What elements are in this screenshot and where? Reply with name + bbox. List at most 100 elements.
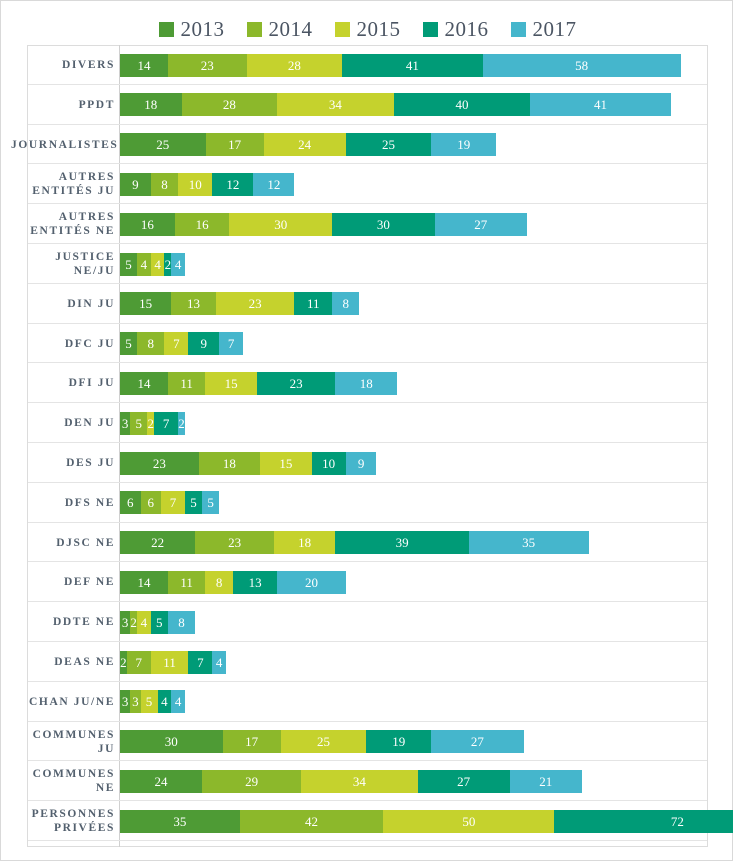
bar-segment-2013[interactable]: 14 — [120, 371, 168, 395]
bar-segment-2015[interactable]: 15 — [205, 371, 257, 395]
bar-segment-2015[interactable]: 18 — [273, 531, 336, 555]
bar-segment-2015[interactable]: 25 — [280, 730, 367, 754]
bar-segment-2015[interactable]: 11 — [150, 650, 189, 674]
bar-segment-2013[interactable]: 3 — [120, 690, 131, 714]
bar-segment-2013[interactable]: 3 — [120, 411, 131, 435]
bar-segment-2015[interactable]: 24 — [263, 133, 346, 157]
bar-segment-2014[interactable]: 3 — [130, 690, 141, 714]
bar-segment-2013[interactable]: 24 — [120, 769, 203, 793]
bar-segment-2015[interactable]: 34 — [277, 93, 394, 117]
bar-segment-2017[interactable]: 27 — [431, 730, 524, 754]
bar-segment-2014[interactable]: 23 — [195, 531, 274, 555]
bar-segment-2013[interactable]: 15 — [120, 292, 172, 316]
bar-segment-2017[interactable]: 41 — [530, 93, 671, 117]
bar-segment-2016[interactable]: 7 — [154, 411, 179, 435]
bar-segment-2014[interactable]: 7 — [126, 650, 151, 674]
bar-segment-2016[interactable]: 5 — [184, 491, 203, 515]
bar-segment-2016[interactable]: 13 — [232, 570, 278, 594]
bar-segment-2013[interactable]: 5 — [120, 252, 138, 276]
bar-segment-2015[interactable]: 2 — [147, 411, 155, 435]
bar-segment-2014[interactable]: 8 — [150, 172, 179, 196]
bar-segment-2017[interactable]: 7 — [219, 332, 244, 356]
bar-segment-2017[interactable]: 12 — [253, 172, 295, 196]
bar-segment-2013[interactable]: 3 — [120, 610, 131, 634]
bar-segment-2017[interactable]: 2 — [178, 411, 185, 435]
bar-segment-2016[interactable]: 40 — [393, 93, 531, 117]
bar-segment-2017[interactable]: 18 — [335, 371, 397, 395]
bar-segment-2015[interactable]: 4 — [150, 252, 165, 276]
bar-segment-2014[interactable]: 13 — [171, 292, 216, 316]
bar-segment-2015[interactable]: 7 — [161, 491, 185, 515]
bar-segment-2016[interactable]: 19 — [366, 730, 432, 754]
bar-segment-2017[interactable]: 8 — [167, 610, 196, 634]
bar-segment-2016[interactable]: 9 — [188, 332, 220, 356]
legend-item-2013[interactable]: 2013 — [158, 17, 225, 42]
bar-segment-2014[interactable]: 42 — [239, 809, 384, 833]
bar-segment-2015[interactable]: 5 — [140, 690, 158, 714]
bar-segment-2016[interactable]: 5 — [150, 610, 168, 634]
bar-segment-2017[interactable]: 4 — [171, 690, 185, 714]
bar-segment-2017[interactable]: 21 — [509, 769, 582, 793]
bar-segment-2016[interactable]: 23 — [256, 371, 336, 395]
bar-segment-2017[interactable]: 8 — [332, 292, 360, 316]
bar-segment-2013[interactable]: 18 — [120, 93, 182, 117]
bar-segment-2017[interactable]: 35 — [468, 531, 589, 555]
bar-segment-2013[interactable]: 14 — [120, 570, 168, 594]
bar-segment-2016[interactable]: 25 — [345, 133, 432, 157]
bar-segment-2014[interactable]: 6 — [140, 491, 162, 515]
bar-segment-2015[interactable]: 4 — [137, 610, 151, 634]
bar-segment-2015[interactable]: 50 — [383, 809, 555, 833]
bar-segment-2014[interactable]: 29 — [202, 769, 302, 793]
bar-segment-2013[interactable]: 5 — [120, 332, 138, 356]
bar-segment-2013[interactable]: 25 — [120, 133, 206, 157]
bar-segment-2017[interactable]: 5 — [202, 491, 220, 515]
bar-segment-2015[interactable]: 34 — [301, 769, 418, 793]
bar-segment-2014[interactable]: 11 — [167, 371, 206, 395]
bar-segment-2016[interactable]: 12 — [212, 172, 254, 196]
bar-segment-2013[interactable]: 14 — [120, 53, 168, 77]
bar-segment-2016[interactable]: 72 — [554, 809, 733, 833]
bar-segment-2014[interactable]: 16 — [174, 212, 230, 236]
bar-segment-2017[interactable]: 27 — [434, 212, 527, 236]
bar-segment-2014[interactable]: 11 — [167, 570, 206, 594]
bar-segment-2013[interactable]: 2 — [120, 650, 127, 674]
bar-segment-2017[interactable]: 9 — [345, 451, 377, 475]
bar-segment-2013[interactable]: 22 — [120, 531, 196, 555]
bar-segment-2013[interactable]: 23 — [120, 451, 199, 475]
bar-segment-2015[interactable]: 30 — [229, 212, 333, 236]
bar-segment-2015[interactable]: 23 — [215, 292, 295, 316]
bar-segment-2016[interactable]: 10 — [311, 451, 346, 475]
bar-segment-2016[interactable]: 41 — [342, 53, 483, 77]
bar-segment-2014[interactable]: 28 — [181, 93, 278, 117]
bar-segment-2016[interactable]: 30 — [332, 212, 435, 236]
bar-segment-2017[interactable]: 58 — [482, 53, 681, 77]
bar-segment-2016[interactable]: 2 — [164, 252, 172, 276]
legend-item-2016[interactable]: 2016 — [422, 17, 489, 42]
legend-item-2017[interactable]: 2017 — [510, 17, 577, 42]
bar-segment-2014[interactable]: 8 — [137, 332, 165, 356]
bar-segment-2013[interactable]: 6 — [120, 491, 141, 515]
bar-segment-2015[interactable]: 15 — [260, 451, 312, 475]
bar-segment-2016[interactable]: 7 — [188, 650, 213, 674]
bar-segment-2014[interactable]: 23 — [167, 53, 247, 77]
bar-segment-2015[interactable]: 28 — [246, 53, 343, 77]
legend-item-2014[interactable]: 2014 — [246, 17, 313, 42]
bar-segment-2015[interactable]: 7 — [164, 332, 189, 356]
bar-segment-2016[interactable]: 39 — [335, 531, 469, 555]
bar-segment-2017[interactable]: 4 — [212, 650, 226, 674]
bar-segment-2016[interactable]: 11 — [294, 292, 333, 316]
legend-item-2015[interactable]: 2015 — [334, 17, 401, 42]
bar-segment-2014[interactable]: 5 — [130, 411, 148, 435]
bar-segment-2015[interactable]: 10 — [178, 172, 213, 196]
bar-segment-2016[interactable]: 4 — [157, 690, 172, 714]
bar-segment-2014[interactable]: 17 — [205, 133, 264, 157]
bar-segment-2017[interactable]: 4 — [171, 252, 185, 276]
bar-segment-2016[interactable]: 27 — [417, 769, 510, 793]
bar-segment-2013[interactable]: 9 — [120, 172, 151, 196]
bar-segment-2014[interactable]: 17 — [222, 730, 281, 754]
bar-segment-2014[interactable]: 2 — [130, 610, 138, 634]
bar-segment-2014[interactable]: 4 — [137, 252, 151, 276]
bar-segment-2013[interactable]: 30 — [120, 730, 223, 754]
bar-segment-2015[interactable]: 8 — [205, 570, 233, 594]
bar-segment-2017[interactable]: 20 — [277, 570, 346, 594]
